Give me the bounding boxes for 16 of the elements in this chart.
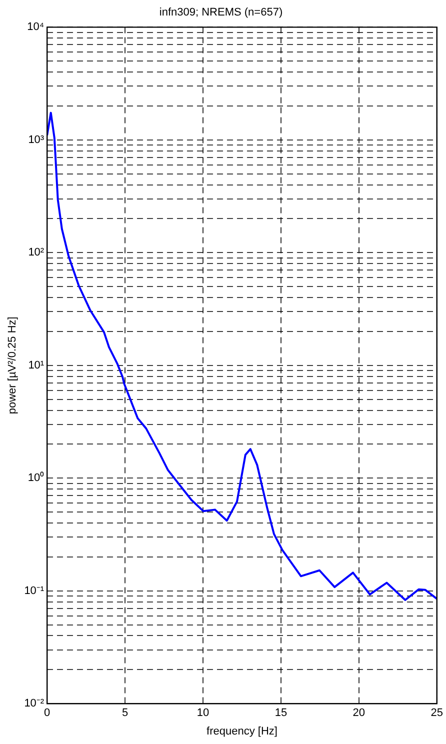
y-axis-title: power [µV²/0.25 Hz] [6,316,19,414]
x-tick-label: 5 [122,707,128,720]
x-tick-label: 25 [430,707,444,720]
y-tick-label: 10⁰ [28,471,44,484]
y-tick-label: 10² [28,246,44,259]
y-tick-label: 10⁻² [24,698,44,710]
x-tick-label: 15 [274,707,288,720]
x-axis-title: frequency [Hz] [206,725,278,738]
x-tick-label: 20 [352,707,366,720]
y-tick-label: 10⁴ [27,21,44,34]
y-tick-label: 10⁻¹ [24,584,44,597]
y-tick-label: 10¹ [28,359,44,372]
x-tick-label: 10 [196,707,210,720]
y-tick-label: 10³ [28,134,44,146]
x-tick-label: 0 [44,707,50,720]
chart-title: infn309; NREMS (n=657) [159,6,283,19]
